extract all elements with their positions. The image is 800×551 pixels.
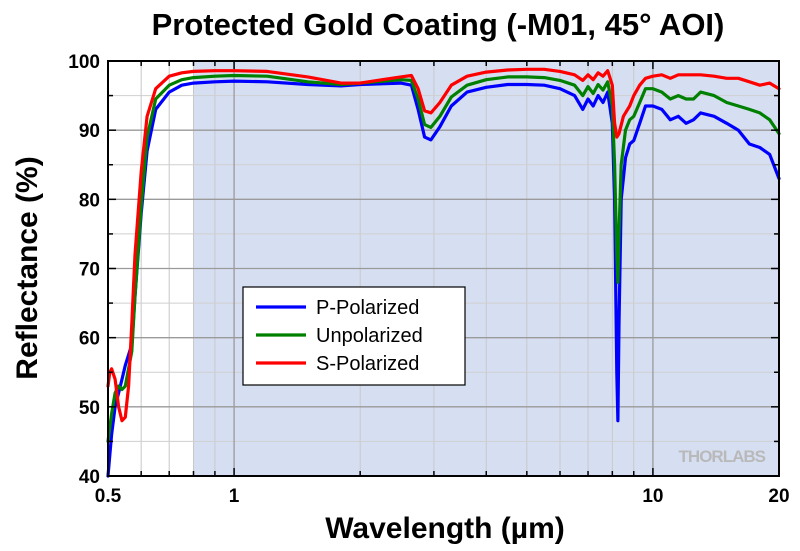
y-tick-label: 80 [79, 190, 100, 211]
series-line-p-polarized [106, 79, 781, 478]
y-tick-label: 50 [79, 398, 100, 419]
tick-labels: 0.5 1 10 20 40 50 60 70 80 90 100 [68, 52, 789, 507]
series-line-s-polarized [106, 67, 781, 423]
series-lines [106, 67, 781, 478]
legend-label: S-Polarized [316, 353, 419, 375]
y-tick-label: 40 [79, 467, 100, 488]
x-tick-label: 10 [642, 486, 663, 507]
legend-label: P-Polarized [316, 297, 419, 319]
watermark-logo: THORLABS [679, 447, 766, 466]
x-tick-label: 0.5 [95, 486, 122, 507]
y-tick-label: 90 [79, 121, 100, 142]
y-axis-label: Reflectance (%) [11, 156, 44, 379]
x-tick-label: 20 [768, 486, 789, 507]
axis-ticks [107, 60, 780, 477]
x-axis-label: Wavelength (µm) [325, 512, 565, 545]
legend: P-Polarized Unpolarized S-Polarized [242, 286, 466, 386]
x-tick-label: 1 [229, 486, 240, 507]
chart-title: Protected Gold Coating (-M01, 45° AOI) [152, 7, 725, 42]
y-tick-label: 100 [68, 52, 100, 73]
y-tick-label: 60 [79, 329, 100, 350]
y-tick-label: 70 [79, 260, 100, 281]
series-line-unpolarized [106, 73, 781, 443]
legend-label: Unpolarized [316, 325, 423, 347]
